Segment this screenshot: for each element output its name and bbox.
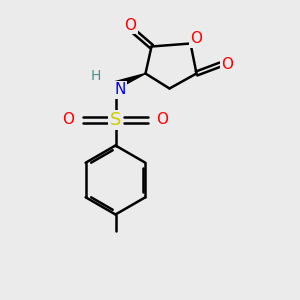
Text: O: O	[221, 57, 233, 72]
Text: O: O	[62, 112, 74, 128]
Text: N: N	[114, 82, 126, 98]
Text: S: S	[110, 111, 121, 129]
Polygon shape	[114, 74, 146, 89]
Text: O: O	[157, 112, 169, 128]
Text: O: O	[124, 18, 136, 33]
Text: H: H	[91, 70, 101, 83]
Text: O: O	[190, 32, 202, 46]
